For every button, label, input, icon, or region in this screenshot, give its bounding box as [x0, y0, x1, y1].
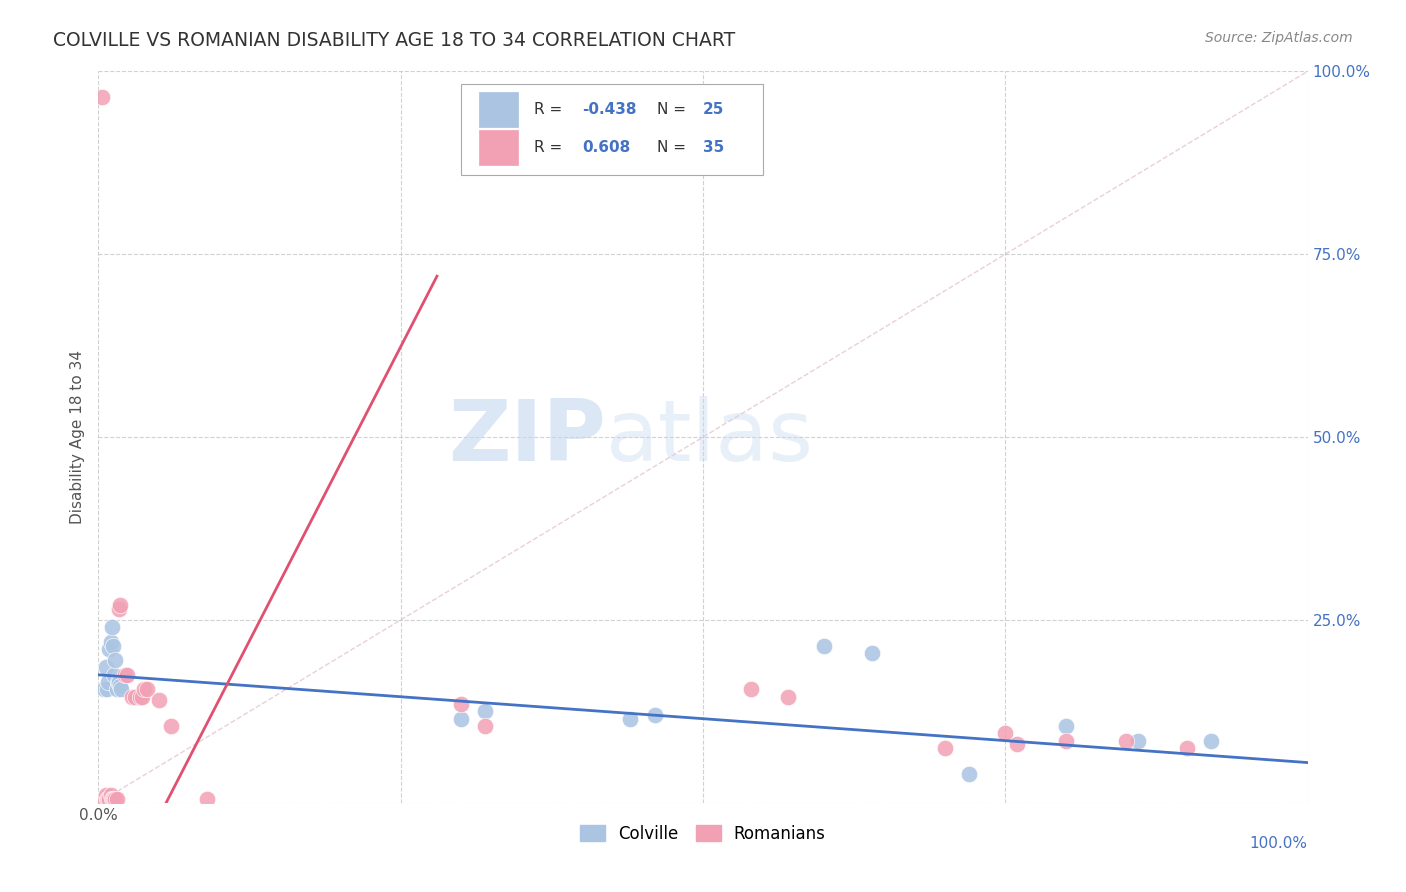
- Point: [101, 639, 124, 653]
- Point: [93, 682, 115, 697]
- Point: [134, 682, 156, 697]
- Point: [98, 792, 121, 806]
- Point: [160, 719, 183, 733]
- Point: [104, 792, 127, 806]
- FancyBboxPatch shape: [461, 84, 763, 175]
- Point: [103, 792, 125, 806]
- Point: [1199, 733, 1222, 747]
- Point: [644, 708, 666, 723]
- Point: [105, 682, 128, 697]
- Point: [135, 682, 157, 697]
- Text: 0.608: 0.608: [582, 140, 630, 155]
- Point: [101, 792, 124, 806]
- Point: [474, 719, 496, 733]
- Point: [1054, 719, 1077, 733]
- Point: [776, 690, 799, 704]
- Point: [121, 690, 143, 704]
- Point: [107, 675, 129, 690]
- Point: [100, 620, 122, 634]
- Point: [860, 646, 883, 660]
- FancyBboxPatch shape: [479, 92, 517, 127]
- Text: R =: R =: [534, 140, 572, 155]
- Point: [108, 679, 131, 693]
- Point: [994, 726, 1017, 740]
- Point: [105, 792, 128, 806]
- Point: [103, 667, 125, 681]
- Y-axis label: Disability Age 18 to 34: Disability Age 18 to 34: [70, 350, 86, 524]
- Point: [934, 740, 956, 755]
- Point: [131, 690, 153, 704]
- Point: [97, 675, 120, 690]
- FancyBboxPatch shape: [479, 130, 517, 165]
- Point: [195, 792, 218, 806]
- Text: N =: N =: [657, 102, 690, 117]
- Point: [740, 682, 762, 697]
- Point: [1128, 733, 1150, 747]
- Point: [117, 667, 139, 681]
- Point: [93, 792, 115, 806]
- Point: [100, 792, 122, 806]
- Point: [108, 675, 131, 690]
- Text: 25: 25: [703, 102, 724, 117]
- Point: [96, 682, 118, 697]
- Text: 35: 35: [703, 140, 724, 155]
- Point: [91, 90, 114, 104]
- Text: Source: ZipAtlas.com: Source: ZipAtlas.com: [1205, 31, 1353, 45]
- Point: [124, 690, 146, 704]
- Point: [128, 690, 150, 704]
- Point: [96, 792, 118, 806]
- Point: [110, 682, 132, 697]
- Point: [94, 789, 117, 803]
- Text: COLVILLE VS ROMANIAN DISABILITY AGE 18 TO 34 CORRELATION CHART: COLVILLE VS ROMANIAN DISABILITY AGE 18 T…: [53, 31, 735, 50]
- Point: [114, 667, 136, 681]
- Text: 100.0%: 100.0%: [1250, 836, 1308, 851]
- Point: [97, 792, 120, 806]
- Point: [450, 712, 472, 726]
- Point: [813, 639, 835, 653]
- Point: [94, 660, 117, 674]
- Text: ZIP: ZIP: [449, 395, 606, 479]
- Legend: Colville, Romanians: Colville, Romanians: [574, 818, 832, 849]
- Point: [1054, 733, 1077, 747]
- Point: [100, 789, 122, 803]
- Point: [450, 697, 472, 711]
- Text: atlas: atlas: [606, 395, 814, 479]
- Text: R =: R =: [534, 102, 567, 117]
- Point: [1175, 740, 1198, 755]
- Text: N =: N =: [657, 140, 690, 155]
- Point: [100, 635, 122, 649]
- Text: -0.438: -0.438: [582, 102, 637, 117]
- Point: [474, 705, 496, 719]
- Point: [108, 602, 131, 616]
- Point: [104, 653, 127, 667]
- Point: [98, 642, 121, 657]
- Point: [619, 712, 641, 726]
- Point: [1007, 737, 1029, 751]
- Point: [1115, 733, 1137, 747]
- Point: [148, 693, 170, 707]
- Point: [957, 766, 980, 780]
- Point: [108, 599, 131, 613]
